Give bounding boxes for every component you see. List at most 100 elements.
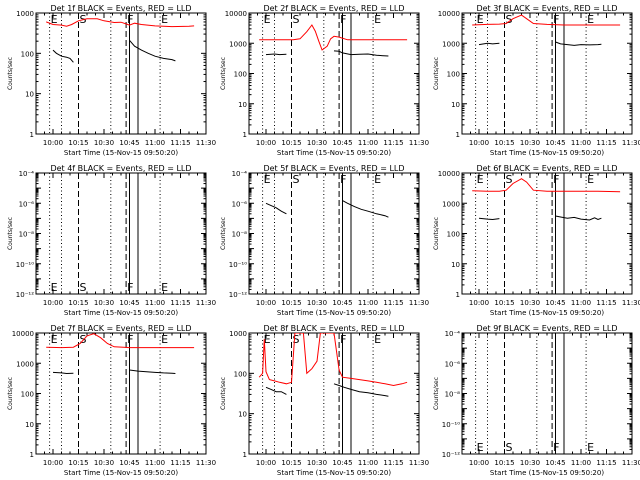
x-tick-label: 10:30 <box>520 139 540 147</box>
x-tick-label: 10:45 <box>332 139 352 147</box>
series-group <box>258 333 408 397</box>
series-lld-line <box>258 333 408 387</box>
x-tick-label: 11:30 <box>622 139 640 147</box>
panel-det-8f: Det 8f BLACK = Events, RED = LLD 1 10 100 10… <box>220 324 429 477</box>
y-tick-label: 10⁻⁴ <box>19 170 35 178</box>
series-lld-line <box>472 178 621 193</box>
series-events-line <box>555 215 602 221</box>
x-tick-label: 11:00 <box>358 459 378 467</box>
series-events-line <box>52 49 74 63</box>
x-tick-label: 10:00 <box>469 299 489 307</box>
x-tick-label: 10:45 <box>332 459 352 467</box>
y-tick-label: 10000 <box>438 10 460 18</box>
y-tick-label: 100 <box>234 71 247 79</box>
panel-det-6f: Det 6f BLACK = Events, RED = LLD 1 10 100 10… <box>433 164 640 317</box>
marker-label: S <box>506 13 513 26</box>
panel-title: Det 2f BLACK = Events, RED = LLD <box>263 4 404 13</box>
series-lld-line <box>46 18 195 28</box>
series-group <box>265 200 389 218</box>
marker-label: S <box>293 173 300 186</box>
y-tick-label: 10 <box>238 101 247 109</box>
series-events-line <box>333 50 389 57</box>
series-lld-line <box>259 24 408 51</box>
x-tick-label: 11:00 <box>145 459 165 467</box>
y-tick-label: 1000 <box>16 360 34 368</box>
y-tick-label: 1000 <box>229 40 247 48</box>
panel-det-5f: Det 5f BLACK = Events, RED = LLD 10⁻¹² 10⁻… <box>220 164 429 317</box>
panel-title: Det 9f BLACK = Events, RED = LLD <box>476 324 617 333</box>
y-tick-label: 10⁻¹² <box>442 451 460 459</box>
x-axis-label: Start Time (15-Nov-15 09:50:20) <box>277 149 391 157</box>
y-axis-label: Counts/sec <box>7 57 14 90</box>
x-tick-label: 10:45 <box>545 299 565 307</box>
y-tick-label: 100 <box>234 370 247 378</box>
x-tick-label: 11:30 <box>622 299 640 307</box>
marker-label: S <box>506 173 513 186</box>
y-tick-label: 1 <box>30 131 34 139</box>
x-tick-label: 10:30 <box>307 139 327 147</box>
y-axis-label: Counts/sec <box>433 377 440 410</box>
marker-label: F <box>553 441 559 454</box>
x-tick-label: 10:00 <box>43 139 63 147</box>
series-events-line <box>265 53 287 56</box>
x-tick-label: 10:30 <box>520 299 540 307</box>
x-tick-label: 10:30 <box>94 139 114 147</box>
marker-label: S <box>80 281 87 294</box>
marker-label: E <box>587 13 594 26</box>
panel-title: Det 8f BLACK = Events, RED = LLD <box>263 324 404 333</box>
series-events-line <box>129 369 176 374</box>
x-tick-label: 10:15 <box>281 139 301 147</box>
x-tick-label: 11:30 <box>409 459 429 467</box>
x-tick-label: 11:00 <box>145 299 165 307</box>
y-axis-label: Counts/sec <box>220 377 227 410</box>
y-tick-label: 10⁻¹⁰ <box>16 261 34 269</box>
y-tick-label: 10000 <box>225 10 247 18</box>
panel-det-2f: Det 2f BLACK = Events, RED = LLD 1 10 100 10… <box>220 4 429 157</box>
x-tick-label: 10:00 <box>43 299 63 307</box>
marker-label: E <box>161 333 168 346</box>
panel-det-1f: Det 1f BLACK = Events, RED = LLD 1 10 100 10… <box>7 4 216 157</box>
x-tick-label: 10:15 <box>281 299 301 307</box>
y-tick-label: 10⁻⁶ <box>445 360 461 368</box>
x-tick-label: 10:00 <box>256 459 276 467</box>
y-axis-label: Counts/sec <box>433 217 440 250</box>
x-tick-label: 10:45 <box>119 299 139 307</box>
x-axis-label: Start Time (15-Nov-15 09:50:20) <box>277 469 391 477</box>
series-group <box>259 24 408 57</box>
marker-label: S <box>80 333 87 346</box>
x-tick-label: 10:00 <box>256 139 276 147</box>
x-tick-label: 11:00 <box>145 139 165 147</box>
y-tick-label: 10 <box>451 101 460 109</box>
y-tick-label: 10 <box>25 421 34 429</box>
marker-label: E <box>477 173 484 186</box>
panel-title: Det 5f BLACK = Events, RED = LLD <box>263 164 404 173</box>
x-axis-label: Start Time (15-Nov-15 09:50:20) <box>64 149 178 157</box>
y-tick-label: 1000 <box>442 200 460 208</box>
x-tick-label: 11:30 <box>196 139 216 147</box>
series-events-line <box>265 202 287 215</box>
y-tick-label: 10⁻⁶ <box>19 200 35 208</box>
x-tick-label: 10:00 <box>256 299 276 307</box>
marker-label: F <box>340 333 346 346</box>
panel-title: Det 4f BLACK = Events, RED = LLD <box>50 164 191 173</box>
y-tick-label: 100 <box>447 71 460 79</box>
series-events-line <box>129 39 176 62</box>
x-tick-label: 10:15 <box>494 139 514 147</box>
x-tick-label: 10:00 <box>43 459 63 467</box>
y-tick-label: 10⁻¹² <box>16 291 34 299</box>
x-tick-label: 10:45 <box>545 139 565 147</box>
y-tick-label: 1 <box>243 451 247 459</box>
marker-label: S <box>506 441 513 454</box>
x-axis-label: Start Time (15-Nov-15 09:50:20) <box>490 469 604 477</box>
marker-label: E <box>374 13 381 26</box>
x-tick-label: 10:45 <box>119 139 139 147</box>
panel-title: Det 1f BLACK = Events, RED = LLD <box>50 4 191 13</box>
y-tick-label: 10000 <box>12 330 34 338</box>
x-tick-label: 10:15 <box>68 459 88 467</box>
y-tick-label: 10⁻⁶ <box>232 200 248 208</box>
marker-label: F <box>127 13 133 26</box>
x-tick-label: 11:30 <box>196 299 216 307</box>
x-tick-label: 10:30 <box>307 459 327 467</box>
marker-label: E <box>587 441 594 454</box>
x-tick-label: 10:30 <box>94 459 114 467</box>
